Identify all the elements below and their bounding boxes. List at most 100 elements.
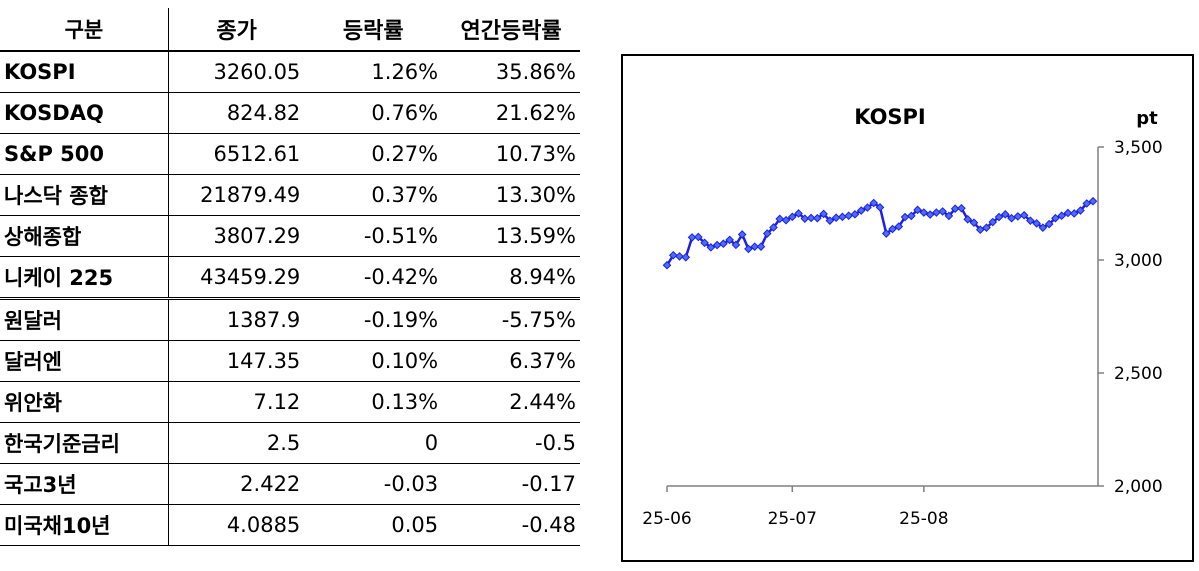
data-point bbox=[1069, 209, 1079, 218]
y-tick-label: 3,000 bbox=[1114, 251, 1163, 271]
data-point bbox=[800, 214, 810, 223]
data-point bbox=[856, 206, 866, 215]
data-point bbox=[725, 235, 734, 245]
x-tick-label: 25-08 bbox=[899, 509, 948, 529]
data-point bbox=[1057, 211, 1066, 221]
data-point bbox=[1000, 210, 1010, 219]
data-point bbox=[687, 233, 697, 242]
row-change: -0.19% bbox=[304, 298, 443, 341]
row-name: 니케이 225 bbox=[0, 256, 169, 300]
chart-title: KOSPI bbox=[854, 105, 926, 129]
row-change: 1.26% bbox=[304, 51, 443, 93]
row-change: 0.05 bbox=[304, 504, 443, 546]
y-axis-unit: pt bbox=[1136, 108, 1158, 129]
data-point bbox=[913, 205, 922, 215]
table-body: KOSPI 3260.05 1.26% 35.86% KOSDAQ 824.82 0.76%… bbox=[0, 51, 580, 546]
row-change: -0.51% bbox=[304, 215, 443, 257]
row-name: 원달러 bbox=[0, 298, 169, 341]
kospi-chart: KOSPI pt 2,000 2,500 3,000 3,500 25-06 25-07 2… bbox=[621, 54, 1194, 562]
data-point bbox=[1076, 206, 1085, 215]
data-point bbox=[844, 211, 853, 221]
row-change: 0.76% bbox=[304, 92, 443, 134]
data-point bbox=[1026, 216, 1035, 225]
table-row: 상해종합 3807.29 -0.51% 13.59% bbox=[0, 215, 580, 257]
row-ytd-change: -0.48 bbox=[442, 504, 580, 546]
data-point bbox=[1044, 219, 1054, 229]
data-point bbox=[769, 223, 778, 232]
data-point bbox=[731, 240, 741, 250]
table-row: 국고3년 2.422 -0.03 -0.17 bbox=[0, 463, 580, 505]
header-change: 등락률 bbox=[304, 8, 443, 52]
data-point bbox=[925, 210, 935, 219]
row-name: 위안화 bbox=[0, 381, 169, 423]
data-point bbox=[806, 213, 816, 223]
row-ytd-change: 35.86% bbox=[442, 51, 580, 93]
data-point bbox=[1051, 213, 1060, 223]
row-name: 상해종합 bbox=[0, 215, 169, 257]
row-change: 0.13% bbox=[304, 381, 443, 423]
row-close: 147.35 bbox=[168, 340, 305, 382]
data-point bbox=[706, 243, 716, 252]
row-name: 한국기준금리 bbox=[0, 422, 169, 464]
y-tick-label: 3,500 bbox=[1114, 138, 1163, 158]
x-tick-label: 25-07 bbox=[768, 509, 817, 529]
row-close: 824.82 bbox=[168, 92, 305, 134]
row-close: 6512.61 bbox=[168, 133, 305, 175]
table-row: S&P 500 6512.61 0.27% 10.73% bbox=[0, 133, 580, 175]
data-point bbox=[919, 208, 929, 217]
data-point bbox=[719, 239, 728, 249]
data-point bbox=[969, 218, 979, 228]
data-point bbox=[982, 223, 991, 232]
row-close: 3807.29 bbox=[168, 215, 305, 257]
data-point bbox=[700, 238, 709, 248]
y-tick-label: 2,000 bbox=[1114, 477, 1163, 497]
data-point bbox=[813, 213, 822, 223]
data-point bbox=[944, 211, 954, 221]
row-change: -0.42% bbox=[304, 256, 443, 300]
header-close: 종가 bbox=[168, 8, 305, 52]
data-point bbox=[838, 212, 847, 222]
row-name: 미국채10년 bbox=[0, 504, 169, 546]
data-point bbox=[850, 210, 860, 219]
data-point bbox=[881, 229, 891, 238]
data-point bbox=[1013, 212, 1023, 221]
row-ytd-change: 21.62% bbox=[442, 92, 580, 134]
market-summary-table: 구분 종가 등락률 연간등락률 KOSPI 3260.05 1.26% 35.86% K… bbox=[0, 8, 580, 546]
table-row: 한국기준금리 2.5 0 -0.5 bbox=[0, 422, 580, 464]
row-ytd-change: 8.94% bbox=[442, 256, 580, 300]
row-name: 나스닥 종합 bbox=[0, 174, 169, 216]
row-ytd-change: 13.59% bbox=[442, 215, 580, 257]
data-point bbox=[762, 229, 772, 238]
data-point bbox=[1007, 213, 1016, 223]
data-point bbox=[950, 204, 960, 214]
row-close: 4.0885 bbox=[168, 504, 305, 546]
row-change: -0.03 bbox=[304, 463, 443, 505]
table-row: 미국채10년 4.0885 0.05 -0.48 bbox=[0, 504, 580, 546]
data-point bbox=[819, 209, 828, 219]
data-point bbox=[787, 212, 797, 222]
row-ytd-change: -0.5 bbox=[442, 422, 580, 464]
data-point bbox=[781, 215, 791, 225]
row-change: 0.37% bbox=[304, 174, 443, 216]
data-point bbox=[888, 224, 897, 234]
data-point bbox=[681, 252, 691, 262]
data-point bbox=[1082, 199, 1092, 208]
row-close: 2.5 bbox=[168, 422, 305, 464]
header-category: 구분 bbox=[0, 8, 169, 52]
data-point bbox=[825, 216, 835, 225]
row-ytd-change: -0.17 bbox=[442, 463, 580, 505]
data-point bbox=[1032, 219, 1041, 228]
data-point bbox=[875, 203, 885, 212]
table-row: KOSPI 3260.05 1.26% 35.86% bbox=[0, 51, 580, 93]
y-tick-label: 2,500 bbox=[1114, 364, 1163, 384]
data-point bbox=[988, 217, 998, 227]
data-point bbox=[975, 225, 985, 235]
data-point bbox=[907, 211, 916, 221]
row-name: KOSDAQ bbox=[0, 92, 169, 134]
row-change: 0.27% bbox=[304, 133, 443, 175]
row-close: 7.12 bbox=[168, 381, 305, 423]
data-point bbox=[894, 222, 904, 231]
data-point bbox=[744, 244, 753, 254]
table-header-row: 구분 종가 등락률 연간등락률 bbox=[0, 8, 580, 52]
